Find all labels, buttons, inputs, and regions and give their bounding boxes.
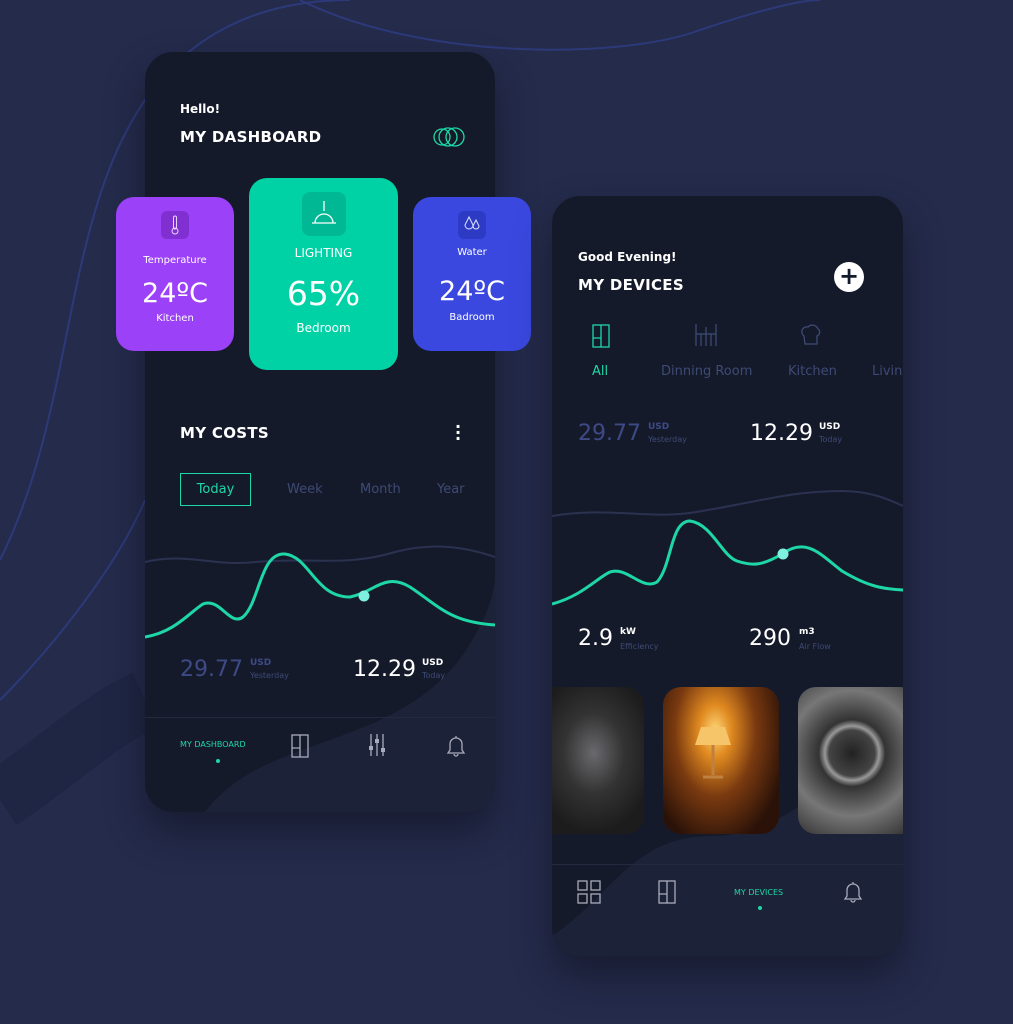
today-unit: USD	[422, 658, 444, 668]
card-room: Badroom	[449, 312, 495, 323]
greeting: Hello!	[180, 102, 221, 116]
tab-today[interactable]: Today	[180, 473, 251, 506]
yesterday-label: Yesterday	[648, 435, 687, 444]
usage-curve	[552, 489, 903, 606]
today-label: Today	[422, 671, 446, 680]
card-label: Temperature	[143, 255, 207, 266]
card-value: 65%	[286, 274, 361, 313]
floorplan-icon[interactable]	[592, 324, 610, 348]
temperature-card[interactable]: Temperature 24ºC Kitchen	[116, 197, 234, 351]
page-title: MY DEVICES	[578, 276, 684, 294]
nav-my-dashboard[interactable]: MY DASHBOARD	[180, 740, 246, 749]
curve-marker[interactable]	[777, 548, 789, 560]
thermometer-icon	[161, 211, 189, 239]
room-tab-dining[interactable]: Dinning Room	[661, 364, 753, 379]
yesterday-cost: 29.77	[578, 421, 641, 446]
nav-divider	[552, 864, 903, 865]
room-tab-all[interactable]: All	[592, 364, 609, 379]
greeting: Good Evening!	[578, 250, 677, 264]
more-options-icon[interactable]: · · ·	[455, 417, 462, 448]
background-shape	[552, 736, 903, 956]
devices-screen: Good Evening! MY DEVICES + All Dinning R…	[552, 196, 903, 956]
page-title: MY DASHBOARD	[180, 128, 322, 146]
card-label: LIGHTING	[294, 246, 353, 260]
device-photo-speaker[interactable]	[798, 687, 903, 834]
room-tab-living[interactable]: Living	[872, 364, 903, 379]
tab-week[interactable]: Week	[287, 482, 323, 497]
yesterday-label: Yesterday	[250, 671, 289, 680]
card-room: Kitchen	[156, 313, 194, 324]
water-drops-icon	[458, 211, 486, 239]
airflow-unit: m3	[799, 627, 815, 637]
cost-curve	[145, 545, 495, 639]
tab-year[interactable]: Year	[437, 482, 465, 497]
pendant-lamp-icon	[301, 192, 346, 236]
efficiency-label: Efficiency	[620, 642, 659, 651]
nav-my-devices[interactable]: MY DEVICES	[734, 888, 784, 897]
today-cost: 12.29	[353, 657, 416, 682]
airflow-label: Air Flow	[799, 642, 831, 651]
sliders-icon[interactable]	[367, 732, 387, 758]
bell-icon[interactable]	[445, 733, 467, 759]
background-shape	[205, 572, 495, 812]
bell-icon[interactable]	[842, 879, 864, 905]
lighting-card[interactable]: LIGHTING 65% Bedroom	[249, 178, 398, 370]
yesterday-unit: USD	[250, 658, 272, 668]
curve-marker[interactable]	[358, 590, 370, 602]
today-unit: USD	[819, 422, 841, 432]
efficiency-value: 2.9	[578, 626, 613, 651]
card-value: 24ºC	[439, 276, 505, 307]
logo-rings-icon[interactable]	[431, 126, 467, 148]
efficiency-unit: kW	[620, 627, 636, 637]
chef-hat-icon[interactable]	[800, 322, 824, 348]
airflow-value: 290	[749, 626, 791, 651]
floorplan-icon[interactable]	[658, 880, 676, 904]
add-device-button[interactable]: +	[834, 262, 864, 292]
dashboard-screen: Hello! MY DASHBOARD MY COSTS · · · Today W…	[145, 52, 495, 812]
active-indicator	[216, 759, 220, 763]
room-tab-kitchen[interactable]: Kitchen	[788, 364, 837, 379]
device-photo-camera[interactable]	[552, 687, 644, 834]
grid-icon[interactable]	[577, 880, 601, 904]
yesterday-cost: 29.77	[180, 657, 243, 682]
dining-table-icon[interactable]	[694, 322, 718, 348]
yesterday-unit: USD	[648, 422, 670, 432]
floorplan-icon[interactable]	[291, 734, 309, 758]
card-label: Water	[457, 247, 487, 258]
card-room: Bedroom	[296, 321, 351, 335]
water-card[interactable]: Water 24ºC Badroom	[413, 197, 531, 351]
today-cost: 12.29	[750, 421, 813, 446]
nav-divider	[145, 717, 495, 718]
costs-title: MY COSTS	[180, 424, 270, 442]
device-photo-lamp[interactable]	[663, 687, 779, 834]
today-label: Today	[819, 435, 843, 444]
card-value: 24ºC	[142, 278, 208, 309]
tab-month[interactable]: Month	[360, 482, 401, 497]
active-indicator	[758, 906, 762, 910]
